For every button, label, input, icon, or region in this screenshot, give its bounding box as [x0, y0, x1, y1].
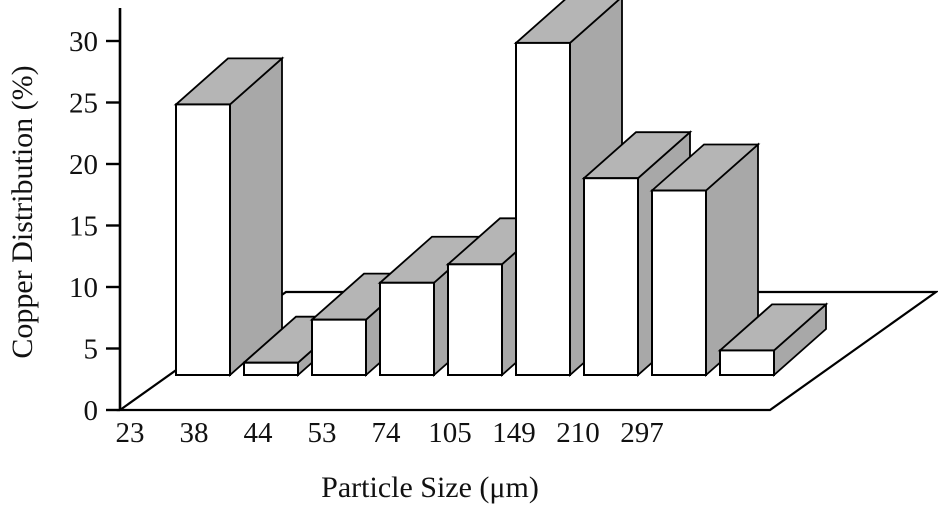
y-tick-label-15: 15 — [69, 211, 98, 243]
bar-front-face — [719, 349, 775, 376]
x-axis-title: Particle Size (μm) — [321, 471, 539, 504]
axes — [106, 8, 122, 412]
y-tick-label-30: 30 — [69, 26, 98, 58]
x-tick-label-38: 38 — [180, 417, 209, 449]
x-tick-label-74: 74 — [372, 417, 402, 449]
bar-front-face — [651, 189, 707, 376]
y-tick-label-10: 10 — [69, 272, 98, 304]
bars — [173, 0, 829, 377]
bar-front-face — [243, 361, 299, 377]
bar-front-face — [379, 281, 435, 376]
y-tick-label-20: 20 — [69, 149, 98, 181]
x-tick-label-210: 210 — [556, 417, 600, 449]
bar-210 — [649, 142, 761, 377]
y-axis-title: Copper Distribution (%) — [6, 65, 39, 358]
bar-side-face — [229, 56, 283, 377]
bar-297 — [717, 302, 829, 377]
y-tick-label-0: 0 — [84, 395, 99, 427]
axis-tick-labels: 0 5 10 15 20 25 30 23 38 44 53 74 105 149 210 297 — [69, 26, 664, 449]
x-tick-label-23: 23 — [116, 417, 145, 449]
bar-front-face — [515, 41, 571, 377]
x-tick-label-53: 53 — [308, 417, 337, 449]
x-tick-label-297: 297 — [620, 417, 664, 449]
bar-front-face — [447, 263, 503, 376]
bar-front-face — [311, 318, 367, 376]
x-tick-label-149: 149 — [492, 417, 536, 449]
bar-front-face — [175, 103, 231, 377]
x-tick-label-105: 105 — [428, 417, 472, 449]
bar-23 — [173, 56, 285, 377]
x-tick-label-44: 44 — [244, 417, 274, 449]
y-tick-label-25: 25 — [69, 88, 98, 120]
y-tick-label-5: 5 — [84, 334, 99, 366]
bar-front-face — [583, 177, 639, 376]
